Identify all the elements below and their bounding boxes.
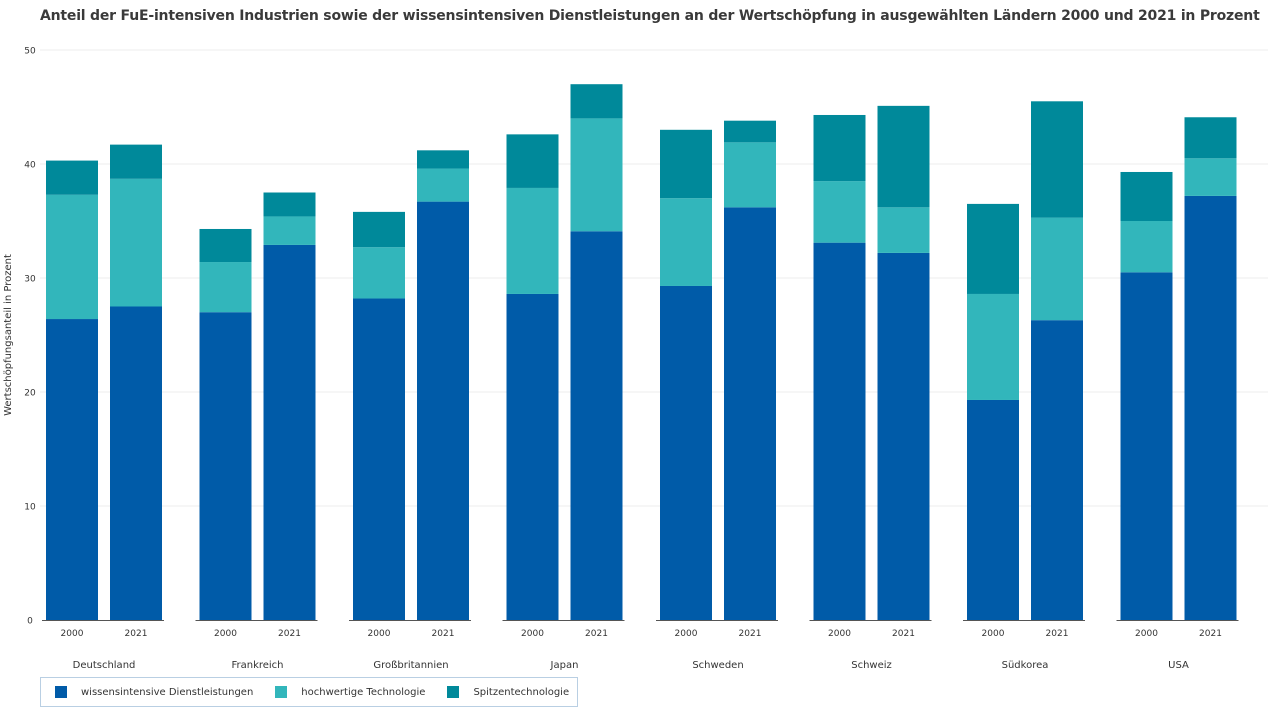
bar-segment xyxy=(877,105,930,208)
group-label: Südkorea xyxy=(1002,660,1049,671)
legend: wissensintensive Dienstleistungen hochwe… xyxy=(40,677,579,707)
bar-segment xyxy=(199,312,252,620)
x-tick-label: 2021 xyxy=(739,629,762,639)
bar-segment xyxy=(353,247,405,299)
bar-segment xyxy=(263,216,316,245)
bar-segment xyxy=(263,244,316,620)
bar-segment xyxy=(46,194,98,320)
y-axis-title: Wertschöpfungsanteil in Prozent xyxy=(3,254,14,416)
bar-segment xyxy=(660,285,712,620)
bar-segment xyxy=(417,150,469,169)
bar-segment xyxy=(506,293,559,620)
bar-segment xyxy=(1184,117,1237,159)
group-label: Schweden xyxy=(692,660,743,671)
y-tick-label: 30 xyxy=(24,275,36,285)
legend-swatch xyxy=(447,686,460,698)
x-tick-label: 2000 xyxy=(828,629,851,639)
bar-segment xyxy=(353,211,405,248)
bar-segment xyxy=(1184,195,1237,621)
bar-segment xyxy=(110,306,162,620)
group-label: Deutschland xyxy=(73,660,136,671)
bar-segment xyxy=(967,399,1019,620)
y-tick-label: 50 xyxy=(24,47,36,57)
x-tick-label: 2000 xyxy=(214,629,237,639)
x-tick-label: 2000 xyxy=(521,629,544,639)
group-label: Frankreich xyxy=(231,660,283,671)
bar-segment xyxy=(570,231,623,620)
group-label: USA xyxy=(1168,660,1189,671)
legend-item-hochwertige-technologie[interactable]: hochwertige Technologie xyxy=(275,686,425,698)
legend-item-spitzentechnologie[interactable]: Spitzentechnologie xyxy=(447,686,569,698)
x-tick-label: 2021 xyxy=(432,629,455,639)
bar-segment xyxy=(1184,158,1237,196)
bar-segment xyxy=(110,178,162,307)
bar-segment xyxy=(660,198,712,286)
bar-segment xyxy=(506,134,559,188)
group-label: Großbritannien xyxy=(373,660,448,671)
bar-segment xyxy=(813,181,866,243)
bar-segment xyxy=(1120,171,1173,221)
x-tick-label: 2000 xyxy=(61,629,84,639)
bar-segment xyxy=(967,203,1019,294)
bar-segment xyxy=(660,129,712,199)
bar-segment xyxy=(570,118,623,232)
x-tick-label: 2000 xyxy=(1135,629,1158,639)
bar-segment xyxy=(353,298,405,620)
bar-segment xyxy=(46,319,98,620)
y-tick-label: 20 xyxy=(24,389,36,399)
bar-segment xyxy=(724,207,776,620)
bar-segment xyxy=(417,201,469,620)
chart-title: Anteil der FuE-intensiven Industrien sow… xyxy=(40,8,1260,24)
bar-segment xyxy=(110,144,162,179)
legend-label: wissensintensive Dienstleistungen xyxy=(81,686,254,698)
group-label: Japan xyxy=(550,660,579,671)
bar-segment xyxy=(1120,221,1173,273)
bar-segment xyxy=(1031,320,1083,620)
bar-segment xyxy=(1031,217,1083,321)
legend-item-wissensintensive-dienstleistungen[interactable]: wissensintensive Dienstleistungen xyxy=(55,686,253,698)
group-label: Schweiz xyxy=(851,660,892,671)
legend-label: Spitzentechnologie xyxy=(473,686,570,698)
x-tick-label: 2021 xyxy=(125,629,148,639)
x-tick-label: 2021 xyxy=(892,629,915,639)
y-tick-label: 10 xyxy=(24,503,36,513)
legend-swatch xyxy=(55,686,67,698)
bar-segment xyxy=(877,252,930,621)
x-tick-label: 2021 xyxy=(278,629,301,639)
bar-segment xyxy=(570,84,623,119)
x-tick-label: 2021 xyxy=(1046,629,1069,639)
legend-swatch xyxy=(275,686,288,698)
bar-segment xyxy=(813,114,866,182)
y-tick-label: 0 xyxy=(27,617,33,627)
x-tick-label: 2000 xyxy=(675,629,698,639)
bar-segment xyxy=(263,192,316,217)
bar-segment xyxy=(46,160,98,195)
bar-segment xyxy=(1120,272,1173,620)
bar-segment xyxy=(506,187,559,294)
bar-segment xyxy=(724,120,776,143)
bar-segment xyxy=(1031,101,1083,218)
chart-area: 0 10 20 30 40 50 Wertschöpfungsanteil in Proze… xyxy=(3,47,1268,671)
bar-segment xyxy=(199,262,252,313)
legend-label: hochwertige Technologie xyxy=(301,686,426,698)
bar-segment xyxy=(199,228,252,263)
bar-segment xyxy=(877,207,930,253)
bar-segment xyxy=(417,168,469,202)
y-tick-label: 40 xyxy=(24,161,36,171)
bar-segment xyxy=(967,293,1019,400)
bar-segment xyxy=(724,142,776,208)
x-tick-label: 2000 xyxy=(368,629,391,639)
x-tick-label: 2000 xyxy=(982,629,1005,639)
bar-segment xyxy=(813,242,866,620)
x-tick-label: 2021 xyxy=(1199,629,1222,639)
x-tick-label: 2021 xyxy=(585,629,608,639)
